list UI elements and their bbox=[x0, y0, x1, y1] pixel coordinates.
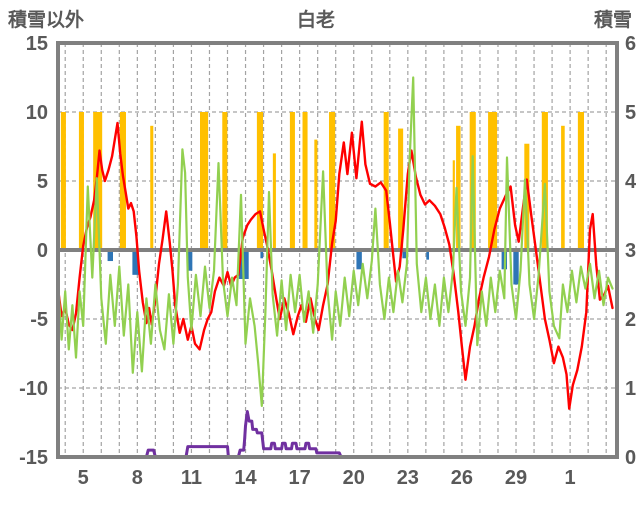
chart-title: 白老 bbox=[296, 10, 335, 31]
orange-bar bbox=[488, 112, 498, 250]
blue-bar bbox=[426, 250, 430, 260]
right-tick-label: 50 bbox=[625, 102, 636, 124]
right-tick-label: 20 bbox=[625, 309, 636, 331]
orange-bar bbox=[60, 112, 66, 250]
x-tick-label: 8 bbox=[132, 467, 143, 489]
x-tick-label: 14 bbox=[234, 467, 257, 489]
x-tick-label: 29 bbox=[505, 467, 527, 489]
x-tick-label: 23 bbox=[397, 467, 419, 489]
orange-bar bbox=[272, 153, 276, 250]
x-tick-label: 20 bbox=[343, 467, 365, 489]
orange-bar bbox=[456, 125, 461, 250]
right-tick-label: 30 bbox=[625, 240, 636, 262]
right-tick-label: 10 bbox=[625, 378, 636, 400]
orange-bar bbox=[150, 125, 154, 250]
red-line-series bbox=[56, 120, 614, 410]
orange-bar bbox=[329, 112, 336, 250]
blue-bar bbox=[513, 250, 519, 285]
plot-border bbox=[56, 41, 619, 459]
orange-bar bbox=[314, 139, 318, 250]
right-axis-title: 積雪 bbox=[593, 10, 632, 31]
orange-bar bbox=[398, 128, 404, 250]
orange-bar bbox=[561, 125, 565, 250]
x-tick-label: 11 bbox=[181, 467, 202, 489]
blue-bar bbox=[132, 250, 139, 275]
snow-depth-line-series bbox=[56, 410, 617, 459]
blue-bar bbox=[402, 250, 407, 259]
orange-bar bbox=[452, 160, 455, 250]
blue-bar bbox=[356, 250, 362, 270]
orange-bar bbox=[289, 112, 295, 250]
left-axis-tick-labels: 15 10 5 0 -5 -10 -15 bbox=[19, 33, 48, 469]
orange-bar bbox=[256, 112, 264, 250]
blue-bar bbox=[260, 250, 264, 259]
left-tick-label: 15 bbox=[26, 33, 48, 55]
right-tick-label: 40 bbox=[625, 171, 636, 193]
blue-bars-series bbox=[107, 250, 519, 285]
x-tick-label: 1 bbox=[565, 467, 576, 489]
orange-bar bbox=[577, 112, 585, 250]
right-axis-tick-labels: 60 50 40 30 20 10 0 bbox=[625, 33, 636, 469]
left-tick-label: -5 bbox=[30, 309, 48, 331]
x-tick-label: 5 bbox=[78, 467, 89, 489]
green-line-series bbox=[56, 76, 614, 407]
left-tick-label: 0 bbox=[37, 240, 48, 262]
orange-bar bbox=[78, 112, 84, 250]
left-tick-label: -10 bbox=[19, 378, 48, 400]
right-tick-label: 0 bbox=[625, 447, 636, 469]
blue-bar bbox=[107, 250, 113, 262]
orange-bar bbox=[200, 112, 209, 250]
x-tick-label: 17 bbox=[289, 467, 311, 489]
x-tick-label: 26 bbox=[451, 467, 473, 489]
orange-bar bbox=[541, 112, 548, 250]
orange-bar bbox=[383, 112, 389, 250]
left-tick-label: 10 bbox=[26, 102, 48, 124]
left-axis-title: 積雪以外 bbox=[8, 10, 85, 31]
left-tick-label: -15 bbox=[19, 447, 48, 469]
left-tick-label: 5 bbox=[37, 171, 48, 193]
x-axis-tick-labels: 5 8 11 14 17 20 23 26 29 1 bbox=[78, 467, 576, 489]
orange-bar bbox=[302, 112, 308, 250]
orange-bar bbox=[222, 112, 228, 250]
right-tick-label: 60 bbox=[625, 33, 636, 55]
blue-bar bbox=[186, 250, 193, 271]
